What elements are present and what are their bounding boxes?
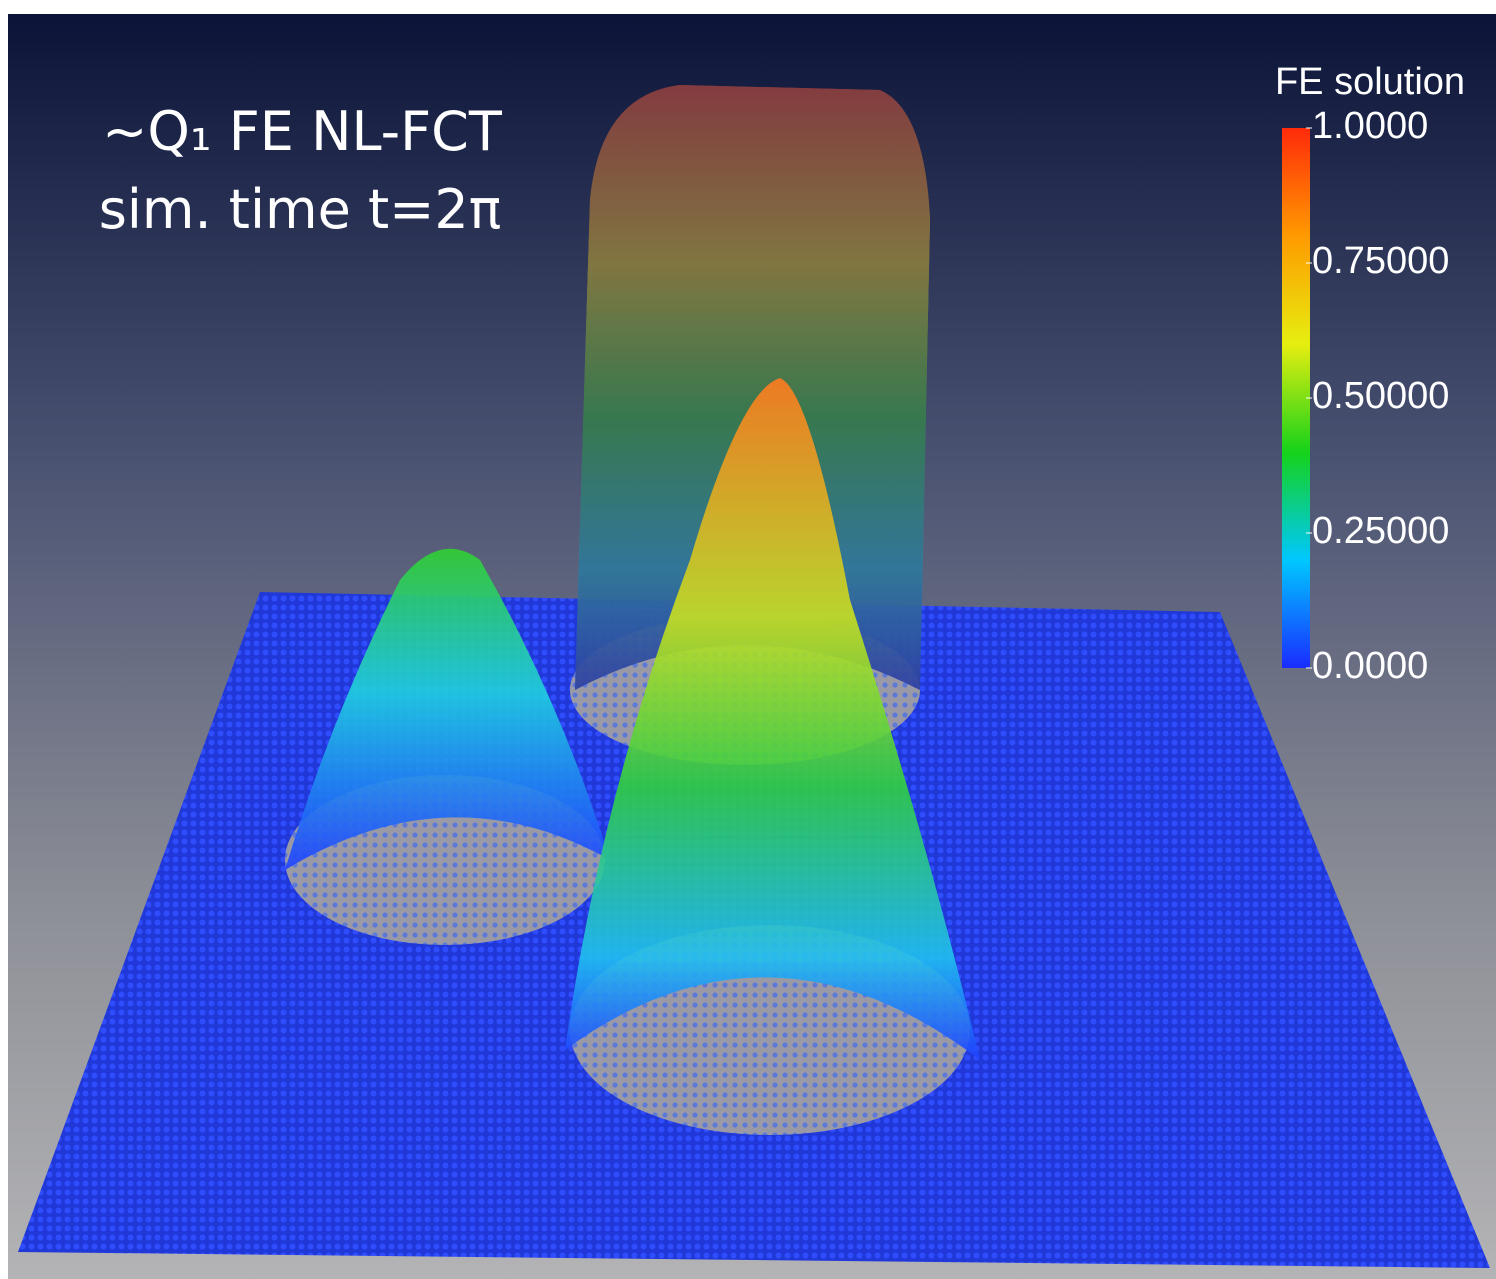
visualization: ~Q₁ FE NL-FCT sim. time t=2π FE solution… bbox=[0, 0, 1496, 1279]
colorbar-label: 1.0000 bbox=[1312, 105, 1428, 147]
colorbar-label: 0.25000 bbox=[1312, 510, 1449, 552]
annotation: sim. time t=2π bbox=[99, 178, 502, 241]
colorbar-label: 0.75000 bbox=[1312, 240, 1449, 282]
page: {"annotation": {"lines": ["~Q\u2081 FE N… bbox=[0, 0, 1496, 1279]
colorbar bbox=[1282, 128, 1310, 668]
annotation: ~Q₁ FE NL-FCT bbox=[102, 100, 503, 163]
colorbar-label: 0.50000 bbox=[1312, 375, 1449, 417]
colorbar-title: FE solution bbox=[1275, 61, 1465, 103]
colorbar-label: 0.0000 bbox=[1312, 645, 1428, 687]
